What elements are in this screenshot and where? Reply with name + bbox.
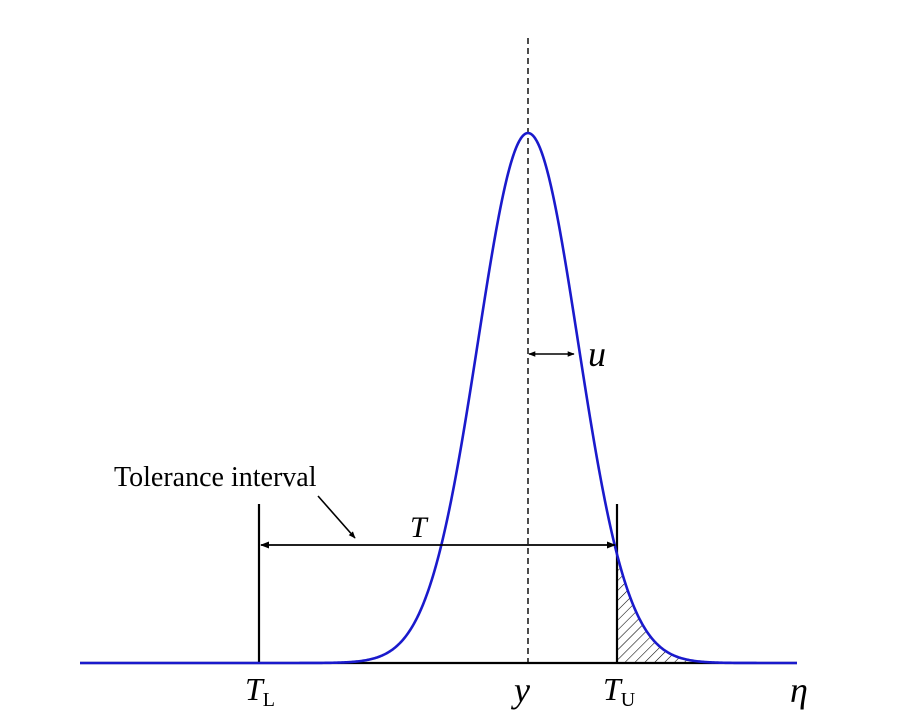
tolerance-T-label: T <box>410 511 429 544</box>
upper-limit-symbol: T <box>603 671 623 707</box>
upper-limit-label: TU <box>603 671 636 711</box>
lower-limit-subscript: L <box>263 689 275 711</box>
upper-limit-subscript: U <box>621 689 636 711</box>
lower-limit-label: TL <box>245 671 275 711</box>
eta-axis-label: η <box>790 670 808 710</box>
tolerance-interval-label: Tolerance interval <box>114 462 317 493</box>
out-of-tolerance-tail-area <box>617 554 700 663</box>
mean-y-label: y <box>511 670 530 710</box>
uncertainty-u-label: u <box>588 334 606 374</box>
distribution-curve <box>80 131 797 665</box>
lower-limit-symbol: T <box>245 671 265 707</box>
tolerance-label-pointer-arrow <box>317 495 356 539</box>
